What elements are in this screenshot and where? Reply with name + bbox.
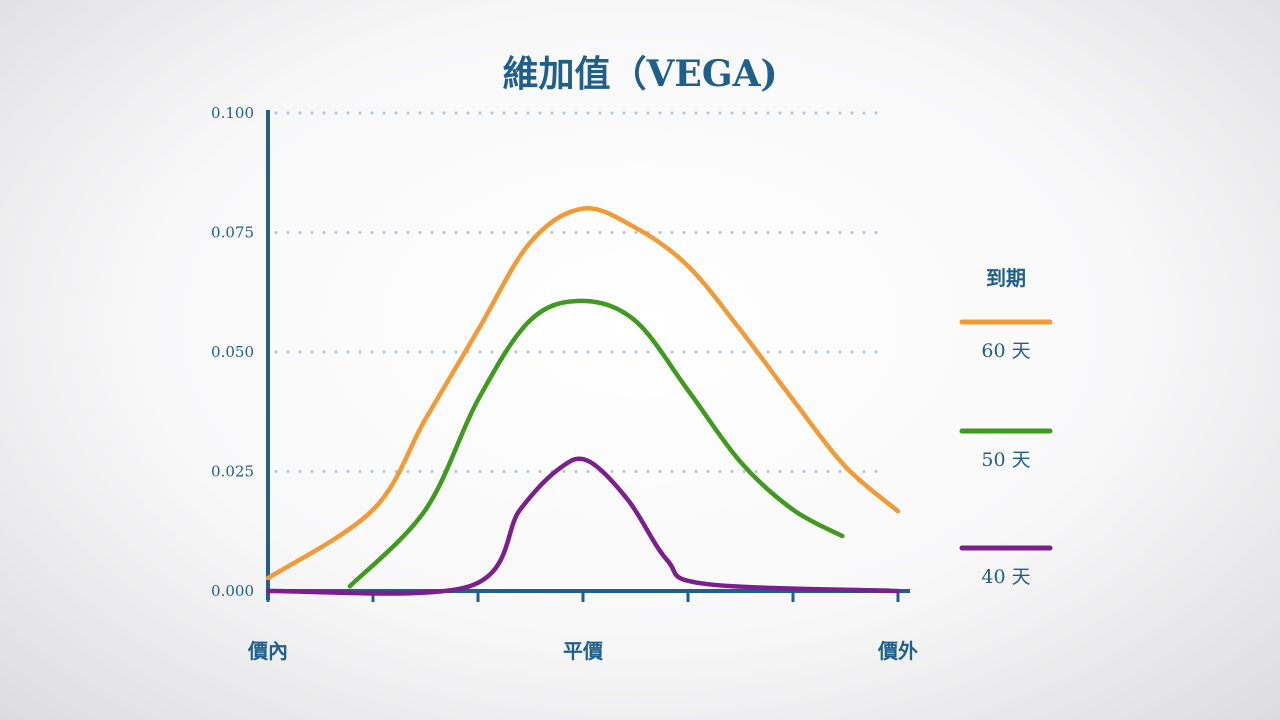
legend-label: 50 天 [981,449,1030,471]
y-tick-label: 0.075 [211,224,254,242]
chart-title: 維加值（VEGA) [502,53,777,95]
y-tick-label: 0.100 [211,104,254,122]
y-tick-label: 0.025 [211,463,254,481]
series-line-50d [347,298,845,589]
legend-title: 到期 [986,266,1026,290]
x-category-label: 價外 [877,639,918,663]
legend-label: 40 天 [981,566,1030,588]
series-line-60d [265,206,901,581]
series-line-40d [265,456,901,596]
y-tick-label: 0.000 [211,582,254,600]
legend-label: 60 天 [981,340,1030,362]
x-category-label: 價內 [247,639,288,663]
y-tick-label: 0.050 [211,343,254,361]
x-category-label: 平價 [563,639,604,663]
